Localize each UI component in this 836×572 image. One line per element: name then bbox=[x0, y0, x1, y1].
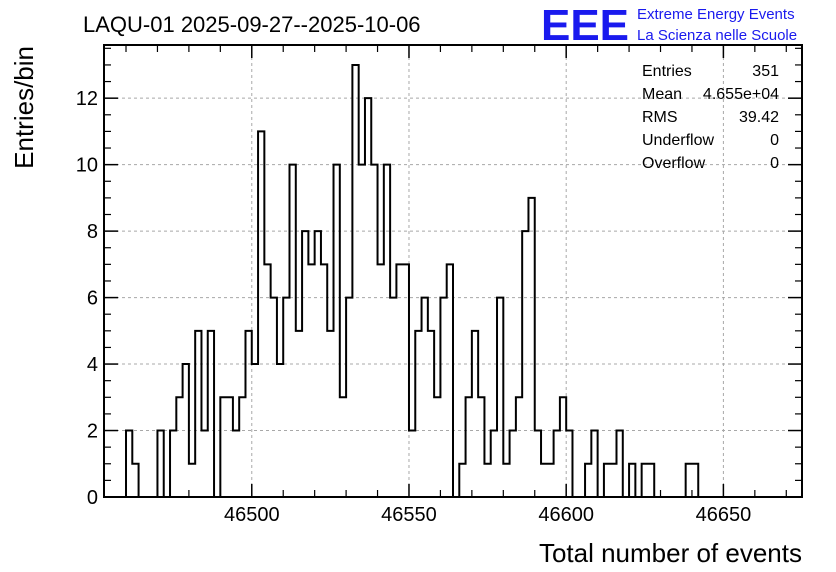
y-tick-label: 12 bbox=[76, 88, 98, 110]
stat-label: Underflow bbox=[642, 132, 714, 149]
y-tick-label: 2 bbox=[87, 421, 98, 443]
y-tick-label: 6 bbox=[87, 288, 98, 310]
stat-value: 0 bbox=[770, 155, 779, 172]
stats-box: Entries 351 Mean 4.655e+04 RMS 39.42 Underflow… bbox=[642, 63, 779, 172]
histogram-outline bbox=[125, 63, 700, 498]
plot-frame bbox=[103, 44, 803, 498]
x-tick-label: 46550 bbox=[381, 504, 437, 526]
x-tick-label: 46500 bbox=[224, 504, 280, 526]
stat-value: 39.42 bbox=[739, 109, 779, 126]
stat-value: 4.655e+04 bbox=[703, 86, 779, 103]
stat-label: Entries bbox=[642, 63, 692, 80]
y-axis-title: Entries/bin bbox=[9, 46, 39, 169]
y-tick-label: 8 bbox=[87, 221, 98, 243]
stat-label: Overflow bbox=[642, 155, 706, 172]
y-tick-label: 10 bbox=[76, 155, 98, 177]
stat-label: Mean bbox=[642, 86, 682, 103]
chart-title: LAQU-01 2025-09-27--2025-10-06 bbox=[83, 12, 421, 37]
stat-value: 351 bbox=[752, 63, 779, 80]
stat-value: 0 bbox=[770, 132, 779, 149]
y-tick-label: 0 bbox=[87, 487, 98, 509]
y-tick-label: 4 bbox=[87, 354, 98, 376]
ticks-layer: 46500 46550 46600 46650 0 2 4 6 8 10 12 bbox=[76, 45, 802, 526]
x-tick-label: 46650 bbox=[696, 504, 752, 526]
x-tick-label: 46600 bbox=[538, 504, 594, 526]
eee-logo: EEE Extreme Energy Events La Scienza nel… bbox=[541, 1, 797, 50]
logo-line2: La Scienza nelle Scuole bbox=[637, 27, 797, 44]
logo-line1: Extreme Energy Events bbox=[637, 6, 795, 23]
stat-label: RMS bbox=[642, 109, 678, 126]
logo-mark: EEE bbox=[541, 1, 629, 50]
x-axis-title: Total number of events bbox=[539, 538, 802, 568]
